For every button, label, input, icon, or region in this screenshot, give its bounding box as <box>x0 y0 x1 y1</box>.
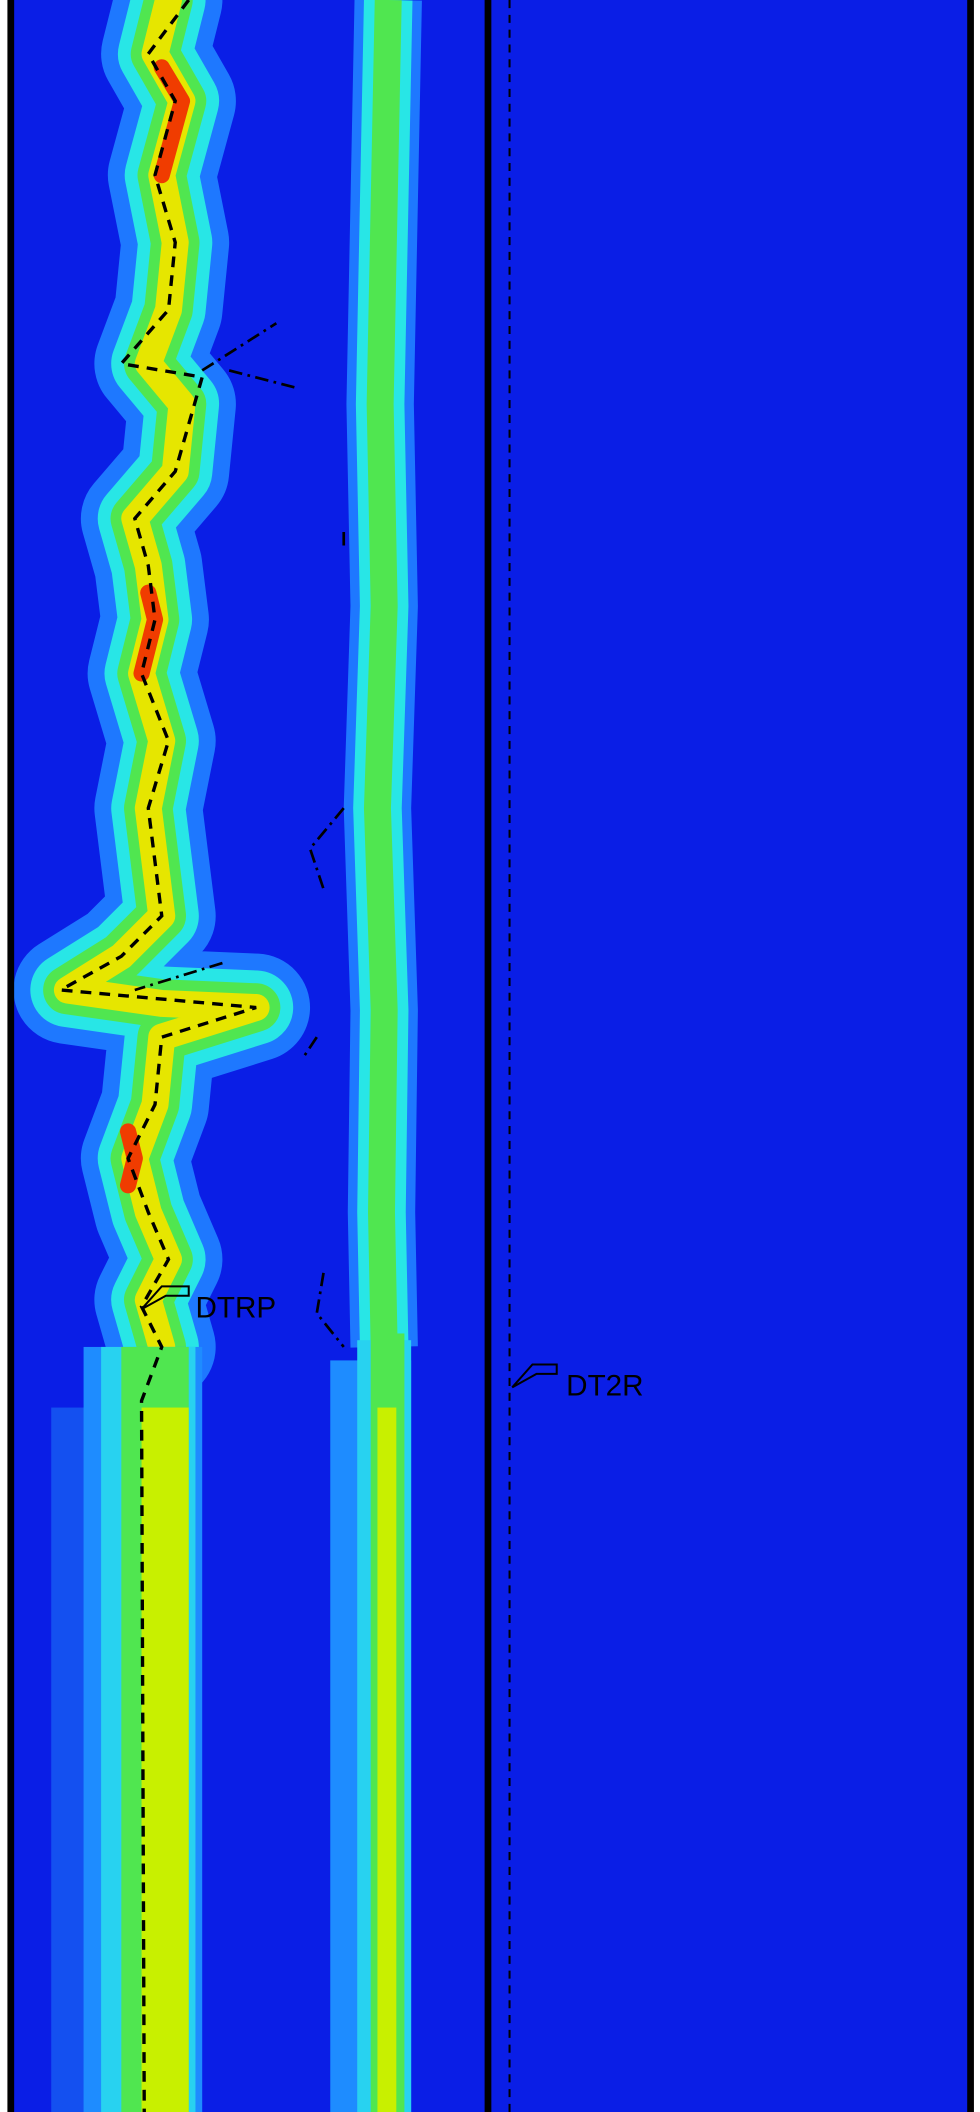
log-display: DTRP DT2R <box>0 0 980 2112</box>
page: {"labels": {"left_curve": "DTRP", "right… <box>0 0 980 2112</box>
track-background <box>488 0 971 2112</box>
right-track: DT2R <box>488 0 971 2112</box>
curve-label: DTRP <box>195 1291 276 1324</box>
band-layer <box>377 0 388 1347</box>
band-layer <box>377 1408 396 2112</box>
curve-label: DT2R <box>566 1369 643 1402</box>
band-layer <box>142 1408 189 2112</box>
second-band <box>377 0 388 1347</box>
left-track: DTRP <box>11 0 488 2112</box>
